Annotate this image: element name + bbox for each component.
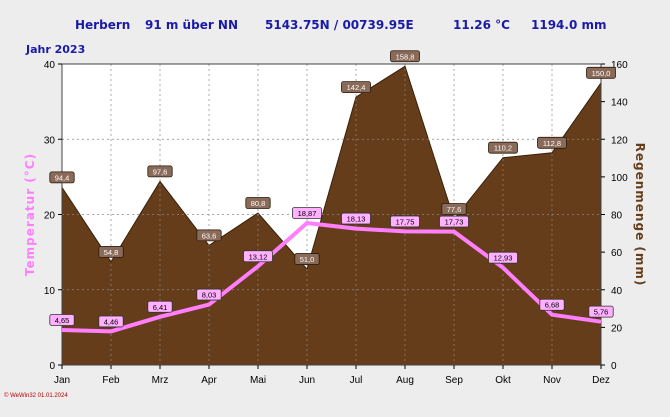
svg-text:12,93: 12,93 — [494, 254, 513, 263]
svg-text:5,76: 5,76 — [594, 308, 609, 317]
x-tick-label: Aug — [396, 375, 414, 386]
precipitation-data-label: 150,0 — [586, 66, 616, 79]
svg-text:63,6: 63,6 — [202, 231, 217, 240]
svg-text:110,2: 110,2 — [494, 144, 512, 153]
svg-text:94,4: 94,4 — [55, 173, 70, 182]
y-right-tick-label: 120 — [611, 135, 628, 146]
svg-text:80,8: 80,8 — [251, 199, 266, 208]
annual-mean-temperature: 11.26 °C — [453, 18, 510, 32]
precipitation-data-label: 77,6 — [441, 203, 467, 215]
x-tick-label: Okt — [495, 375, 511, 386]
svg-text:6,41: 6,41 — [153, 303, 168, 312]
x-tick-label: Nov — [543, 375, 561, 386]
station-altitude: 91 m über NN — [145, 18, 239, 32]
precipitation-data-label: 80,8 — [245, 197, 271, 209]
svg-text:18,13: 18,13 — [347, 215, 366, 224]
footer-copyright: © WeWin32 01.01.2024 — [4, 393, 68, 399]
temperature-data-label: 18,13 — [341, 212, 371, 225]
precipitation-data-label: 142,4 — [341, 81, 371, 94]
y-right-tick-label: 40 — [611, 286, 623, 297]
precipitation-data-label: 54,8 — [98, 246, 124, 258]
svg-text:8,03: 8,03 — [202, 291, 217, 300]
temperature-data-label: 4,46 — [98, 315, 124, 328]
svg-text:150,0: 150,0 — [592, 69, 611, 78]
temperature-data-label: 12,93 — [488, 251, 518, 264]
svg-text:51,0: 51,0 — [300, 255, 315, 264]
temperature-data-label: 13,12 — [243, 250, 273, 263]
svg-text:54,8: 54,8 — [104, 248, 119, 257]
y-left-tick-label: 30 — [44, 135, 56, 146]
precipitation-data-label: 63,6 — [196, 229, 222, 242]
x-tick-label: Mrz — [152, 375, 169, 386]
svg-text:97,6: 97,6 — [153, 167, 168, 176]
temperature-data-label: 18,87 — [292, 207, 322, 219]
precipitation-data-label: 51,0 — [294, 253, 320, 265]
y-right-tick-label: 60 — [611, 248, 623, 259]
station-name: Herbern — [75, 18, 131, 32]
svg-text:13,12: 13,12 — [249, 252, 268, 261]
x-tick-label: Mai — [250, 375, 266, 386]
temperature-data-label: 17,75 — [390, 215, 420, 228]
y-left-axis-title: Temperatur (°C) — [23, 153, 37, 276]
y-left-tick-label: 10 — [44, 286, 56, 297]
x-tick-label: Jan — [54, 375, 70, 386]
svg-text:4,46: 4,46 — [104, 317, 119, 326]
temperature-data-label: 6,68 — [539, 298, 565, 311]
precipitation-data-label: 158,8 — [390, 50, 420, 63]
svg-text:17,75: 17,75 — [396, 217, 415, 226]
year-label: Jahr 2023 — [26, 43, 86, 56]
station-coordinates: 5143.75N / 00739.95E — [265, 18, 414, 32]
svg-text:112,8: 112,8 — [543, 139, 561, 148]
x-tick-label: Jul — [350, 375, 363, 386]
y-right-tick-label: 20 — [611, 323, 623, 334]
y-left-tick-label: 20 — [44, 211, 56, 222]
x-tick-label: Sep — [445, 375, 463, 386]
x-tick-label: Feb — [102, 375, 120, 386]
temperature-data-label: 8,03 — [196, 288, 222, 301]
svg-text:17,73: 17,73 — [445, 218, 464, 227]
x-tick-label: Dez — [592, 375, 610, 386]
svg-text:158,8: 158,8 — [396, 52, 415, 61]
y-right-tick-label: 140 — [611, 98, 628, 109]
y-right-tick-label: 160 — [611, 60, 628, 71]
y-right-tick-label: 0 — [611, 361, 617, 372]
temperature-line — [61, 221, 602, 334]
y-left-tick-label: 40 — [44, 60, 56, 71]
y-right-tick-label: 100 — [611, 173, 628, 184]
svg-text:4,65: 4,65 — [55, 316, 70, 325]
x-tick-label: Jun — [299, 375, 315, 386]
svg-text:6,68: 6,68 — [545, 301, 560, 310]
precipitation-data-label: 94,4 — [49, 171, 75, 184]
x-tick-label: Apr — [201, 375, 217, 386]
precipitation-data-label: 97,6 — [147, 165, 173, 178]
temperature-data-label: 6,41 — [147, 300, 173, 313]
svg-text:77,6: 77,6 — [447, 205, 462, 214]
temperature-data-label: 4,65 — [49, 314, 75, 326]
svg-text:142,4: 142,4 — [347, 83, 366, 92]
y-right-axis-title: Regenmenge (mm) — [633, 143, 647, 287]
svg-text:18,87: 18,87 — [298, 209, 317, 218]
temperature-data-label: 17,73 — [439, 215, 469, 228]
annual-total-precipitation: 1194.0 mm — [531, 18, 607, 32]
y-right-tick-label: 80 — [611, 211, 623, 222]
y-left-tick-label: 0 — [49, 361, 55, 372]
precipitation-data-label: 112,8 — [537, 136, 567, 149]
temperature-data-label: 5,76 — [588, 305, 614, 318]
precipitation-data-label: 110,2 — [488, 141, 518, 154]
